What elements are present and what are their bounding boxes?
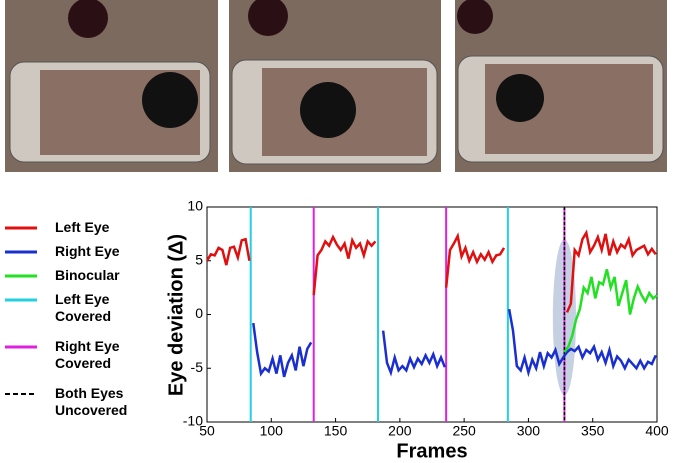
occluder <box>68 0 108 38</box>
x-axis-label: Frames <box>396 440 467 462</box>
x-tick-label: 250 <box>452 423 476 439</box>
x-tick-label: 300 <box>517 423 541 439</box>
legend-label: Left Eye Covered <box>55 291 112 324</box>
occluder <box>248 0 288 36</box>
occluder <box>300 82 356 138</box>
y-tick-label: -5 <box>191 359 204 375</box>
y-tick-label: -10 <box>183 413 203 429</box>
y-tick-label: 5 <box>195 251 203 267</box>
occluder <box>142 72 198 128</box>
x-tick-label: 100 <box>260 423 284 439</box>
x-tick-label: 200 <box>388 423 412 439</box>
occluder <box>496 74 544 122</box>
x-tick-label: 350 <box>581 423 605 439</box>
legend-label: Left Eye <box>55 219 110 235</box>
y-tick-label: 10 <box>187 198 203 214</box>
legend-label: Binocular <box>55 267 120 283</box>
x-tick-label: 50 <box>199 423 215 439</box>
legend-label: Right Eye <box>55 243 120 259</box>
y-axis-label: Eye deviation (Δ) <box>165 234 187 396</box>
plot-area <box>206 206 658 423</box>
x-tick-label: 400 <box>645 423 669 439</box>
series-line <box>563 269 658 353</box>
y-tick-label: 0 <box>195 305 203 321</box>
series-line <box>252 308 657 378</box>
occluder <box>457 0 493 34</box>
photos <box>5 0 667 172</box>
legend-label: Both Eyes Uncovered <box>55 385 128 418</box>
series-line <box>205 229 657 313</box>
x-tick-label: 150 <box>324 423 348 439</box>
legend-label: Right Eye Covered <box>55 338 120 371</box>
